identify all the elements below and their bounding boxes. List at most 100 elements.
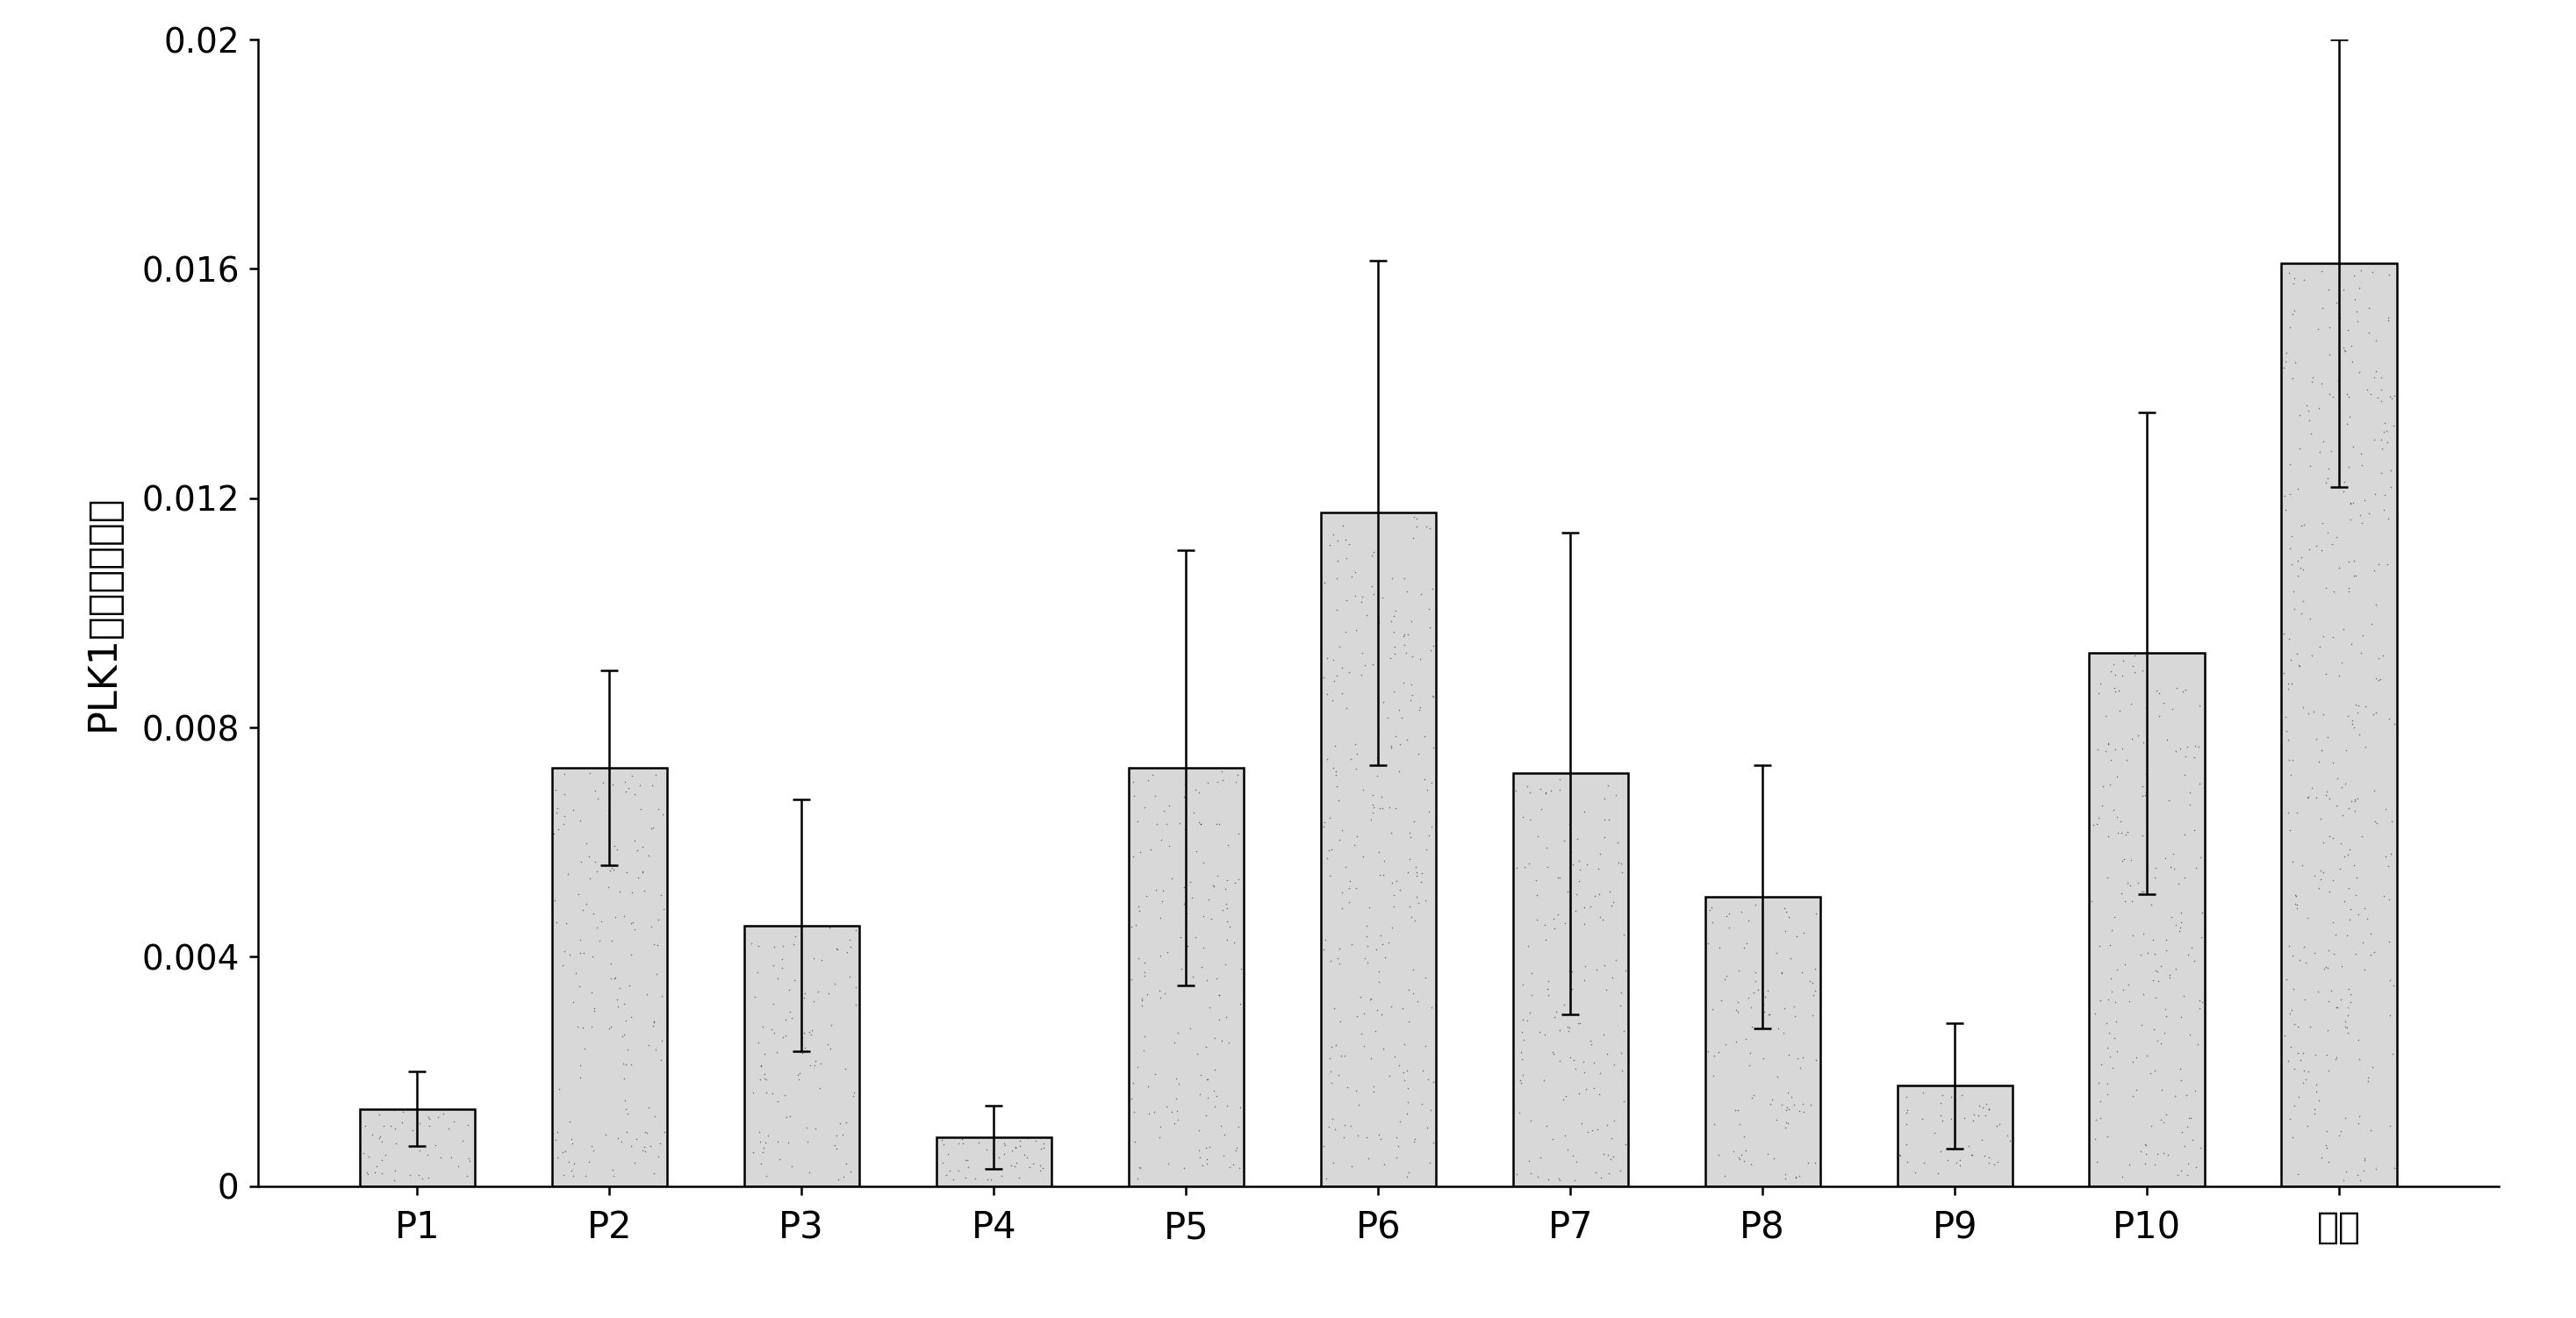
- Point: [544, 784, 585, 805]
- Point: [1208, 834, 1249, 855]
- Point: [2272, 368, 2313, 389]
- Point: [2272, 303, 2313, 324]
- Point: [613, 919, 654, 940]
- Point: [2264, 663, 2306, 684]
- Point: [1775, 1166, 1816, 1188]
- Point: [1002, 1144, 1043, 1165]
- Point: [1401, 863, 1443, 884]
- Point: [2107, 871, 2148, 892]
- Point: [2298, 878, 2339, 899]
- Point: [2293, 368, 2334, 389]
- Point: [2329, 899, 2370, 920]
- Point: [2156, 915, 2197, 936]
- Point: [2092, 982, 2133, 1003]
- Point: [1394, 909, 1435, 931]
- Point: [1716, 1031, 1757, 1052]
- Point: [1396, 862, 1437, 883]
- Point: [1978, 1114, 2020, 1135]
- Point: [2159, 873, 2200, 894]
- Point: [1188, 1136, 1229, 1157]
- Point: [1368, 708, 1409, 729]
- Point: [2272, 851, 2313, 873]
- Point: [1783, 1094, 1824, 1115]
- Point: [2308, 384, 2349, 405]
- Point: [2146, 999, 2187, 1020]
- Point: [1795, 1049, 1837, 1070]
- Point: [1206, 929, 1247, 950]
- Point: [1370, 737, 1412, 758]
- Point: [2326, 739, 2367, 760]
- Point: [2280, 438, 2321, 459]
- Point: [1571, 1031, 1613, 1052]
- Point: [760, 957, 801, 978]
- Point: [641, 884, 683, 905]
- Point: [2089, 734, 2130, 755]
- Point: [2313, 870, 2354, 891]
- Point: [2318, 858, 2360, 879]
- Point: [1401, 584, 1443, 605]
- Point: [613, 783, 654, 804]
- Point: [757, 1091, 799, 1112]
- Point: [1927, 1149, 1968, 1170]
- Point: [1767, 907, 1808, 928]
- Point: [2287, 1061, 2329, 1082]
- Point: [2334, 717, 2375, 738]
- Point: [2146, 1104, 2187, 1126]
- Point: [1363, 865, 1404, 886]
- Point: [1705, 1033, 1747, 1054]
- Point: [1602, 1090, 1643, 1111]
- Point: [611, 882, 652, 903]
- Point: [786, 983, 827, 1004]
- Point: [2117, 725, 2159, 746]
- Point: [1309, 1116, 1350, 1137]
- Point: [2269, 484, 2311, 505]
- Point: [2362, 645, 2403, 666]
- Point: [1303, 929, 1345, 950]
- Point: [551, 800, 592, 821]
- Point: [345, 1161, 386, 1182]
- Point: [2339, 277, 2380, 298]
- Point: [1218, 1116, 1260, 1137]
- Point: [1334, 1079, 1376, 1101]
- Point: [2125, 1153, 2166, 1174]
- Point: [577, 861, 618, 882]
- Point: [621, 799, 662, 820]
- Point: [2311, 626, 2352, 647]
- Point: [438, 1156, 479, 1177]
- Point: [1502, 1021, 1543, 1043]
- Point: [1548, 1139, 1589, 1160]
- Point: [1584, 956, 1625, 977]
- Point: [814, 973, 855, 994]
- Point: [1582, 1143, 1623, 1164]
- Point: [2087, 988, 2128, 1010]
- Point: [2316, 996, 2357, 1017]
- Point: [1533, 1041, 1574, 1062]
- Point: [1502, 1029, 1543, 1050]
- Point: [1182, 1155, 1224, 1176]
- Point: [1747, 981, 1788, 1002]
- Point: [2148, 966, 2190, 987]
- Point: [1553, 1049, 1595, 1070]
- Point: [2293, 942, 2334, 963]
- Point: [1561, 1112, 1602, 1133]
- Point: [2267, 679, 2308, 700]
- Point: [567, 894, 608, 915]
- Point: [2164, 1135, 2205, 1156]
- Point: [1195, 771, 1236, 792]
- Point: [2105, 954, 2146, 975]
- Point: [1780, 1057, 1821, 1078]
- Point: [2306, 472, 2347, 493]
- Point: [2272, 999, 2313, 1020]
- Point: [1376, 725, 1417, 746]
- Point: [1564, 1061, 1605, 1082]
- Point: [2161, 911, 2202, 932]
- Point: [1383, 1033, 1425, 1054]
- Point: [1391, 675, 1432, 696]
- Point: [1319, 937, 1360, 958]
- Point: [827, 942, 868, 963]
- Point: [1705, 1165, 1747, 1186]
- Point: [2342, 625, 2383, 646]
- Point: [2339, 725, 2380, 746]
- Point: [2370, 460, 2411, 481]
- Point: [2295, 729, 2336, 750]
